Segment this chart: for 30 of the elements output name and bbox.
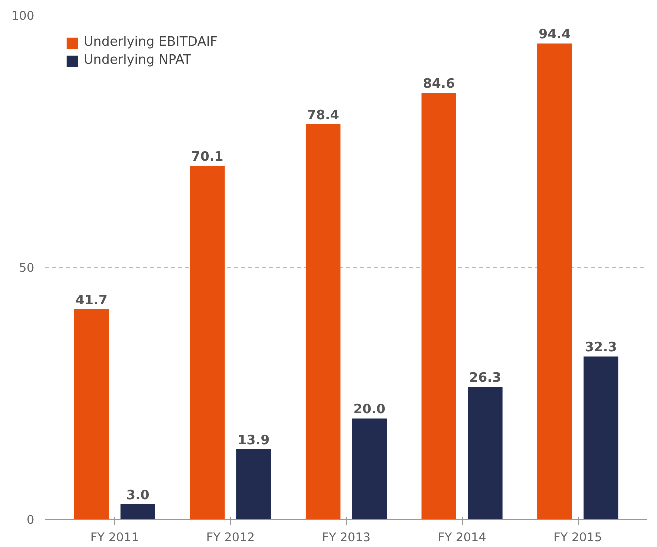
x-tick-label: FY 2014: [438, 530, 487, 544]
bar: [120, 504, 156, 520]
bar: [538, 44, 572, 520]
bar: [584, 356, 619, 520]
data-label: 32.3: [585, 340, 618, 356]
x-tick-label: FY 2012: [206, 530, 256, 544]
x-tick-label: FY 2015: [554, 530, 602, 544]
x-tick-label: FY 2011: [90, 530, 140, 544]
bar: [422, 93, 456, 520]
data-label: 94.4: [538, 28, 571, 43]
data-label: 13.9: [238, 433, 270, 448]
y-tick-label: 50: [19, 261, 35, 275]
x-tick-label: FY 2013: [322, 530, 371, 544]
bar: [306, 124, 341, 520]
data-label: 26.3: [469, 370, 502, 386]
data-label: 70.1: [192, 150, 224, 166]
y-tick-label: 100: [12, 9, 34, 23]
data-label: 78.4: [307, 108, 340, 124]
bar: [352, 418, 388, 520]
data-label: 20.0: [354, 402, 386, 418]
bar: [468, 386, 503, 520]
bar: [190, 166, 225, 520]
data-label: 3.0: [126, 488, 150, 504]
bar: [74, 309, 110, 520]
data-label: 41.7: [76, 293, 108, 308]
legend-label: Underlying NPAT: [84, 53, 192, 68]
y-tick-label: 0: [26, 513, 35, 527]
legend-label: Underlying EBITDAIF: [84, 35, 218, 50]
data-label: 84.6: [423, 77, 456, 92]
bar: [236, 449, 272, 520]
